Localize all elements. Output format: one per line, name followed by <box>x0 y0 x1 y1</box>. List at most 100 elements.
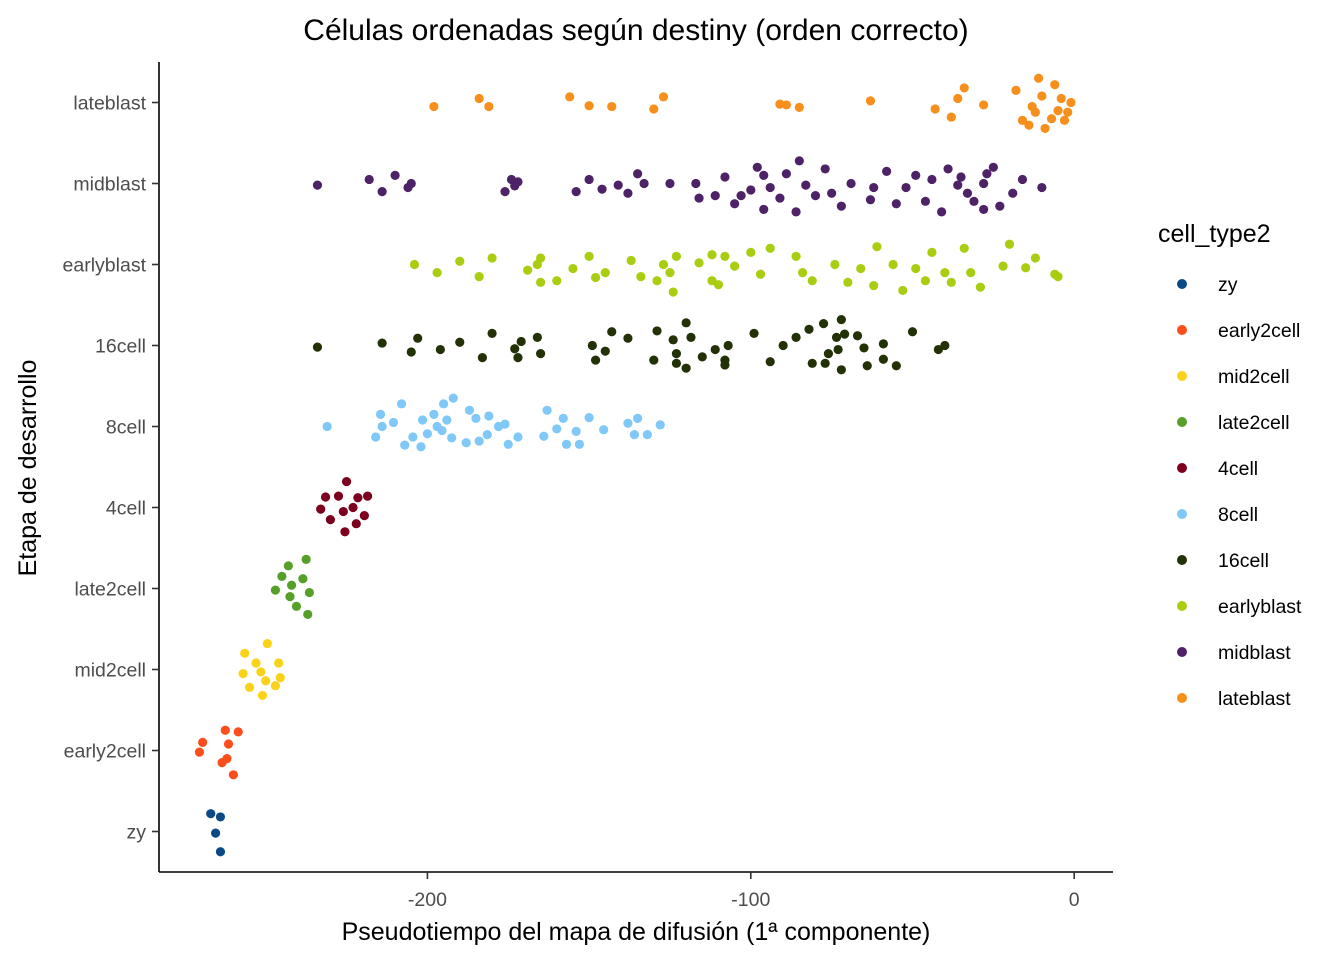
data-point <box>911 263 921 274</box>
data-point <box>1030 253 1040 263</box>
data-point <box>416 442 426 452</box>
data-point <box>639 178 649 189</box>
data-point <box>888 259 898 270</box>
data-point <box>432 421 442 432</box>
legend-label: earlyblast <box>1218 596 1302 618</box>
data-point <box>730 199 740 209</box>
data-point <box>359 510 369 521</box>
data-point <box>846 178 856 189</box>
data-point <box>532 332 542 342</box>
data-point <box>658 92 669 102</box>
series-late2cell <box>270 554 314 620</box>
data-point <box>377 421 387 432</box>
data-point <box>710 191 720 201</box>
data-point <box>484 411 494 421</box>
data-point <box>778 340 788 351</box>
y-tick-label: earlyblast <box>63 255 147 277</box>
data-point <box>422 429 433 439</box>
data-point <box>233 727 243 737</box>
data-point <box>658 259 669 270</box>
data-point <box>765 182 775 193</box>
data-point <box>558 413 568 423</box>
y-tick-label: late2cell <box>74 579 146 601</box>
data-point <box>210 828 221 838</box>
data-point <box>979 178 989 189</box>
data-point <box>901 182 911 193</box>
data-point <box>351 519 361 529</box>
data-point <box>1017 174 1028 185</box>
data-point <box>613 180 623 190</box>
data-point <box>455 256 465 266</box>
data-point <box>353 493 363 503</box>
data-point <box>1056 93 1066 104</box>
data-point <box>720 251 730 261</box>
y-tick-label: 16cell <box>95 336 146 358</box>
data-point <box>536 349 546 359</box>
data-point <box>998 261 1008 271</box>
data-point <box>325 515 335 525</box>
data-point <box>953 180 963 190</box>
data-point <box>818 319 829 329</box>
data-point <box>312 180 323 190</box>
y-axis-title: Etapa de desarrollo <box>14 360 42 577</box>
data-point <box>471 413 481 423</box>
data-point <box>1017 115 1028 125</box>
data-point <box>600 346 610 356</box>
data-point <box>338 506 348 517</box>
data-point <box>448 393 458 403</box>
data-point <box>1037 91 1047 101</box>
data-point <box>759 204 769 215</box>
data-point <box>362 491 373 501</box>
data-point <box>238 668 248 679</box>
data-point <box>322 421 332 432</box>
data-point <box>713 280 724 290</box>
legend-key <box>1177 601 1187 611</box>
data-point <box>312 342 323 352</box>
data-point <box>1059 115 1070 125</box>
data-point <box>371 432 381 442</box>
data-point <box>320 492 331 502</box>
data-point <box>461 438 471 448</box>
data-point <box>413 333 423 343</box>
data-point <box>1024 120 1034 130</box>
data-point <box>979 204 989 215</box>
data-point <box>633 169 643 179</box>
data-point <box>474 93 484 104</box>
data-point <box>720 172 730 182</box>
legend-key <box>1177 417 1187 427</box>
data-point <box>927 247 937 257</box>
data-point <box>599 425 609 435</box>
legend-label: 4cell <box>1218 458 1258 480</box>
legend: cell_type2 zy early2cell mid2cell late2cell… <box>1158 220 1302 710</box>
data-point <box>707 250 717 260</box>
chart-title: Células ordenadas según destiny (orden c… <box>303 14 968 47</box>
data-point <box>277 571 287 581</box>
data-point <box>291 601 302 611</box>
data-point <box>223 739 234 749</box>
x-tick-label: -100 <box>731 889 770 911</box>
data-point <box>455 337 465 347</box>
data-point <box>1037 182 1047 193</box>
data-point <box>523 265 533 275</box>
data-point <box>487 253 497 263</box>
data-point <box>1053 106 1063 116</box>
data-point <box>429 409 439 419</box>
data-point <box>652 326 662 336</box>
data-point <box>623 333 633 343</box>
data-point <box>348 502 358 513</box>
y-tick-label: 8cell <box>106 417 146 439</box>
data-point <box>206 809 216 819</box>
data-point <box>333 491 344 501</box>
data-point <box>843 277 853 287</box>
data-point <box>746 185 756 195</box>
data-point <box>937 207 947 217</box>
data-point <box>956 172 966 182</box>
series-mid2cell <box>238 638 285 701</box>
data-point <box>626 255 636 266</box>
data-point <box>652 276 662 286</box>
data-point <box>759 170 769 180</box>
legend-label: midblast <box>1218 642 1291 664</box>
data-point <box>836 365 846 375</box>
data-point <box>340 527 350 537</box>
data-point <box>1021 263 1031 273</box>
